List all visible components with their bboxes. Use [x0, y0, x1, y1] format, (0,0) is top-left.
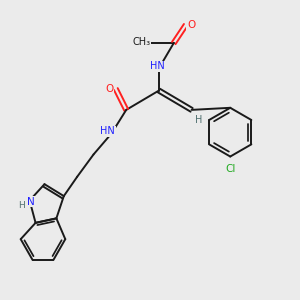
Text: H: H	[195, 115, 203, 125]
Text: HN: HN	[150, 61, 165, 71]
Text: CH₃: CH₃	[132, 38, 150, 47]
Text: H: H	[18, 201, 25, 210]
Text: Cl: Cl	[225, 164, 236, 174]
Text: N: N	[27, 197, 35, 207]
Text: O: O	[105, 84, 113, 94]
Text: HN: HN	[100, 126, 115, 136]
Text: O: O	[187, 20, 195, 30]
